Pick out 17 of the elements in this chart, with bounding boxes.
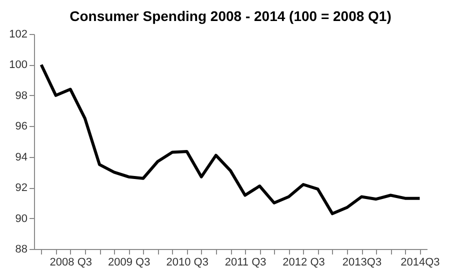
x-tick-label: 2013Q3 <box>342 256 382 268</box>
y-tick-label: 88 <box>15 244 28 256</box>
x-tick-label: 2010 Q3 <box>166 256 208 268</box>
x-tick-label: 2008 Q3 <box>50 256 92 268</box>
y-tick-label: 98 <box>15 90 28 102</box>
x-tick-label: 2011 Q3 <box>224 256 266 268</box>
x-tick-label: 2009 Q3 <box>108 256 150 268</box>
y-tick-label: 100 <box>9 59 28 72</box>
x-tick-label: 2014Q3 <box>400 256 440 268</box>
y-tick-label: 96 <box>15 120 28 133</box>
y-tick-label: 92 <box>15 182 28 194</box>
y-tick-label: 90 <box>15 212 28 225</box>
y-tick-label: 94 <box>15 151 28 164</box>
y-tick-label: 102 <box>9 28 28 40</box>
line-series <box>40 63 422 216</box>
chart-title: Consumer Spending 2008 - 2014 (100 = 2008 Q1) <box>70 8 392 24</box>
x-tick-label: 2012 Q3 <box>282 256 325 268</box>
